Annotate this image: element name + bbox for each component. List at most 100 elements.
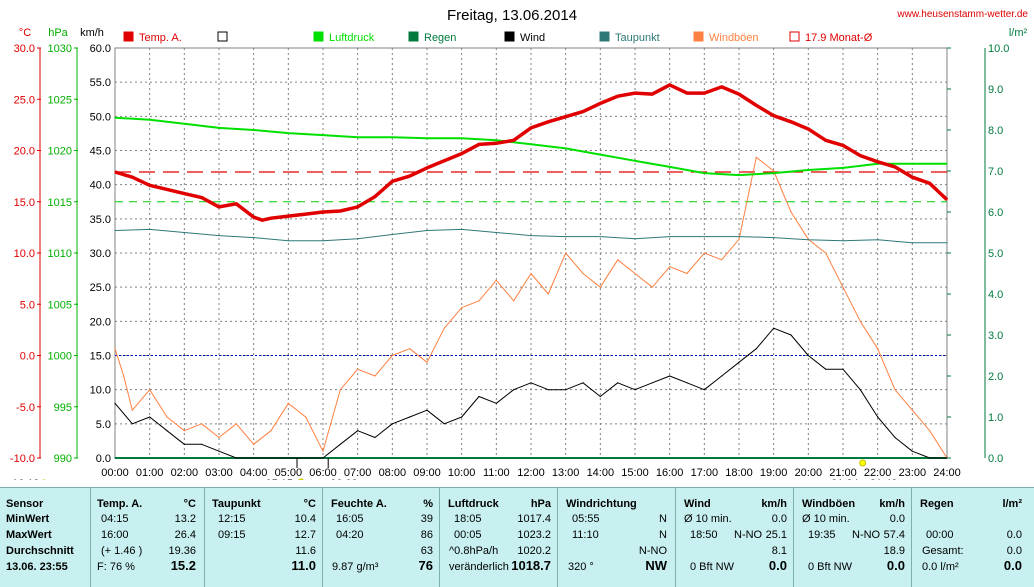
- data-point: [842, 144, 844, 146]
- data-point: [634, 92, 636, 94]
- rain-tick-label: 8.0: [988, 125, 1003, 137]
- data-point: [513, 139, 515, 141]
- data-point: [651, 286, 653, 288]
- data-point: [270, 217, 272, 219]
- data-point: [790, 121, 792, 123]
- wind-now: 0.0: [768, 558, 787, 573]
- pressure-tick-label: 1005: [48, 299, 72, 311]
- wind-now-note: 0 Bft NW: [690, 561, 735, 573]
- data-point: [565, 236, 567, 238]
- wind-tick-label: 15.0: [90, 351, 111, 363]
- wind-tick-label: 50.0: [90, 111, 111, 123]
- data-point: [530, 382, 532, 384]
- data-point: [495, 231, 497, 234]
- data-point: [703, 252, 705, 254]
- time-tick-label: 05:00: [275, 467, 303, 479]
- legend-swatch: [313, 31, 324, 42]
- data-point: [287, 402, 289, 404]
- time-tick-label: 00:00: [101, 467, 129, 479]
- site-url[interactable]: www.heusenstamm-wetter.de: [896, 9, 1028, 20]
- data-point: [669, 266, 671, 268]
- col-rain: Regen l/m² 00:00 0.0 Gesamt: 0.0 0.0 l/m…: [912, 487, 1034, 587]
- data-point: [617, 95, 619, 97]
- data-point: [582, 272, 584, 275]
- data-point: [859, 389, 861, 391]
- press-max: 1023.2: [517, 529, 551, 541]
- wind-tick-label: 35.0: [90, 214, 111, 226]
- chart-series: [114, 83, 949, 459]
- legend-swatch: [504, 31, 515, 42]
- data-point: [478, 143, 480, 145]
- press-now: 1018.7: [511, 558, 551, 573]
- time-tick-label: 09:00: [413, 467, 441, 479]
- col-wind: Wind km/h Ø 10 min. 0.0 18:50 N-NO 25.1 …: [676, 487, 794, 587]
- time-tick-label: 07:00: [344, 467, 372, 479]
- data-point: [426, 409, 428, 411]
- gust-min: 0.0: [889, 513, 905, 525]
- rain-min: 0.0: [1006, 529, 1022, 541]
- rain-tick-label: 0.0: [988, 453, 1003, 465]
- data-point: [183, 193, 185, 195]
- data-point: [114, 457, 116, 459]
- temp-max: 26.4: [174, 529, 196, 541]
- data-point: [842, 286, 844, 288]
- row-title: Sensor: [6, 498, 44, 510]
- data-point: [149, 228, 151, 230]
- data-point: [149, 184, 151, 186]
- dir-max-time: 11:10: [572, 529, 599, 541]
- pressure-tick-label: 1030: [48, 43, 72, 55]
- unit-temp-label: °C: [19, 27, 31, 39]
- press-min: 1017.4: [517, 513, 551, 525]
- time-tick-label: 04:00: [240, 467, 268, 479]
- data-point: [149, 119, 151, 121]
- data-point: [114, 348, 116, 350]
- hum-now-note: 9.87 g/m³: [332, 561, 379, 573]
- data-point: [651, 93, 653, 95]
- data-point: [825, 252, 827, 254]
- time-tick-label: 21:00: [829, 467, 857, 479]
- data-point: [374, 196, 376, 198]
- data-point: [877, 239, 879, 241]
- data-point: [651, 382, 653, 384]
- pressure-tick-label: 1020: [48, 146, 72, 158]
- data-point: [391, 354, 393, 357]
- legend-label: Regen: [424, 32, 456, 44]
- gust-now: 0.0: [886, 558, 905, 573]
- gust-min-time: Ø 10 min.: [802, 513, 850, 525]
- unit-wind-label: km/h: [80, 27, 104, 39]
- temp-max-time: 16:00: [101, 529, 129, 541]
- dew-avg: 11.6: [295, 545, 316, 557]
- legend-swatch: [789, 31, 800, 42]
- data-point: [218, 235, 220, 237]
- legend-swatch: [408, 31, 419, 42]
- press-min-time: 18:05: [454, 513, 482, 525]
- chart-legend: Temp. A. Luftdruck Regen Wind Taupunkt Windbö…: [123, 31, 873, 44]
- row-avg: Durchschnitt: [6, 545, 74, 557]
- data-point: [339, 389, 341, 391]
- time-tick-label: 19:00: [760, 467, 788, 479]
- data-point: [669, 236, 671, 238]
- data-point: [253, 129, 255, 131]
- temp-now: 15.2: [170, 558, 196, 573]
- data-point: [478, 300, 480, 302]
- data-point: [114, 402, 116, 404]
- data-point: [755, 348, 757, 350]
- data-point: [201, 423, 203, 425]
- data-point: [114, 229, 116, 232]
- row-min: MinWert: [6, 513, 50, 525]
- data-point: [946, 457, 948, 459]
- data-point: [738, 361, 740, 363]
- data-point: [218, 206, 220, 208]
- dir-avg: N-NO: [638, 545, 667, 557]
- data-point: [166, 430, 168, 432]
- data-point: [253, 457, 255, 459]
- data-point: [339, 210, 341, 212]
- data-point: [686, 272, 688, 275]
- data-point: [339, 443, 341, 445]
- wind-min: 0.0: [771, 513, 787, 525]
- data-point: [738, 174, 740, 176]
- dew-title: Taupunkt: [212, 498, 261, 510]
- gust-max: 57.4: [883, 529, 905, 541]
- temp-now-note: F: 76 %: [97, 561, 135, 573]
- data-point: [287, 240, 289, 242]
